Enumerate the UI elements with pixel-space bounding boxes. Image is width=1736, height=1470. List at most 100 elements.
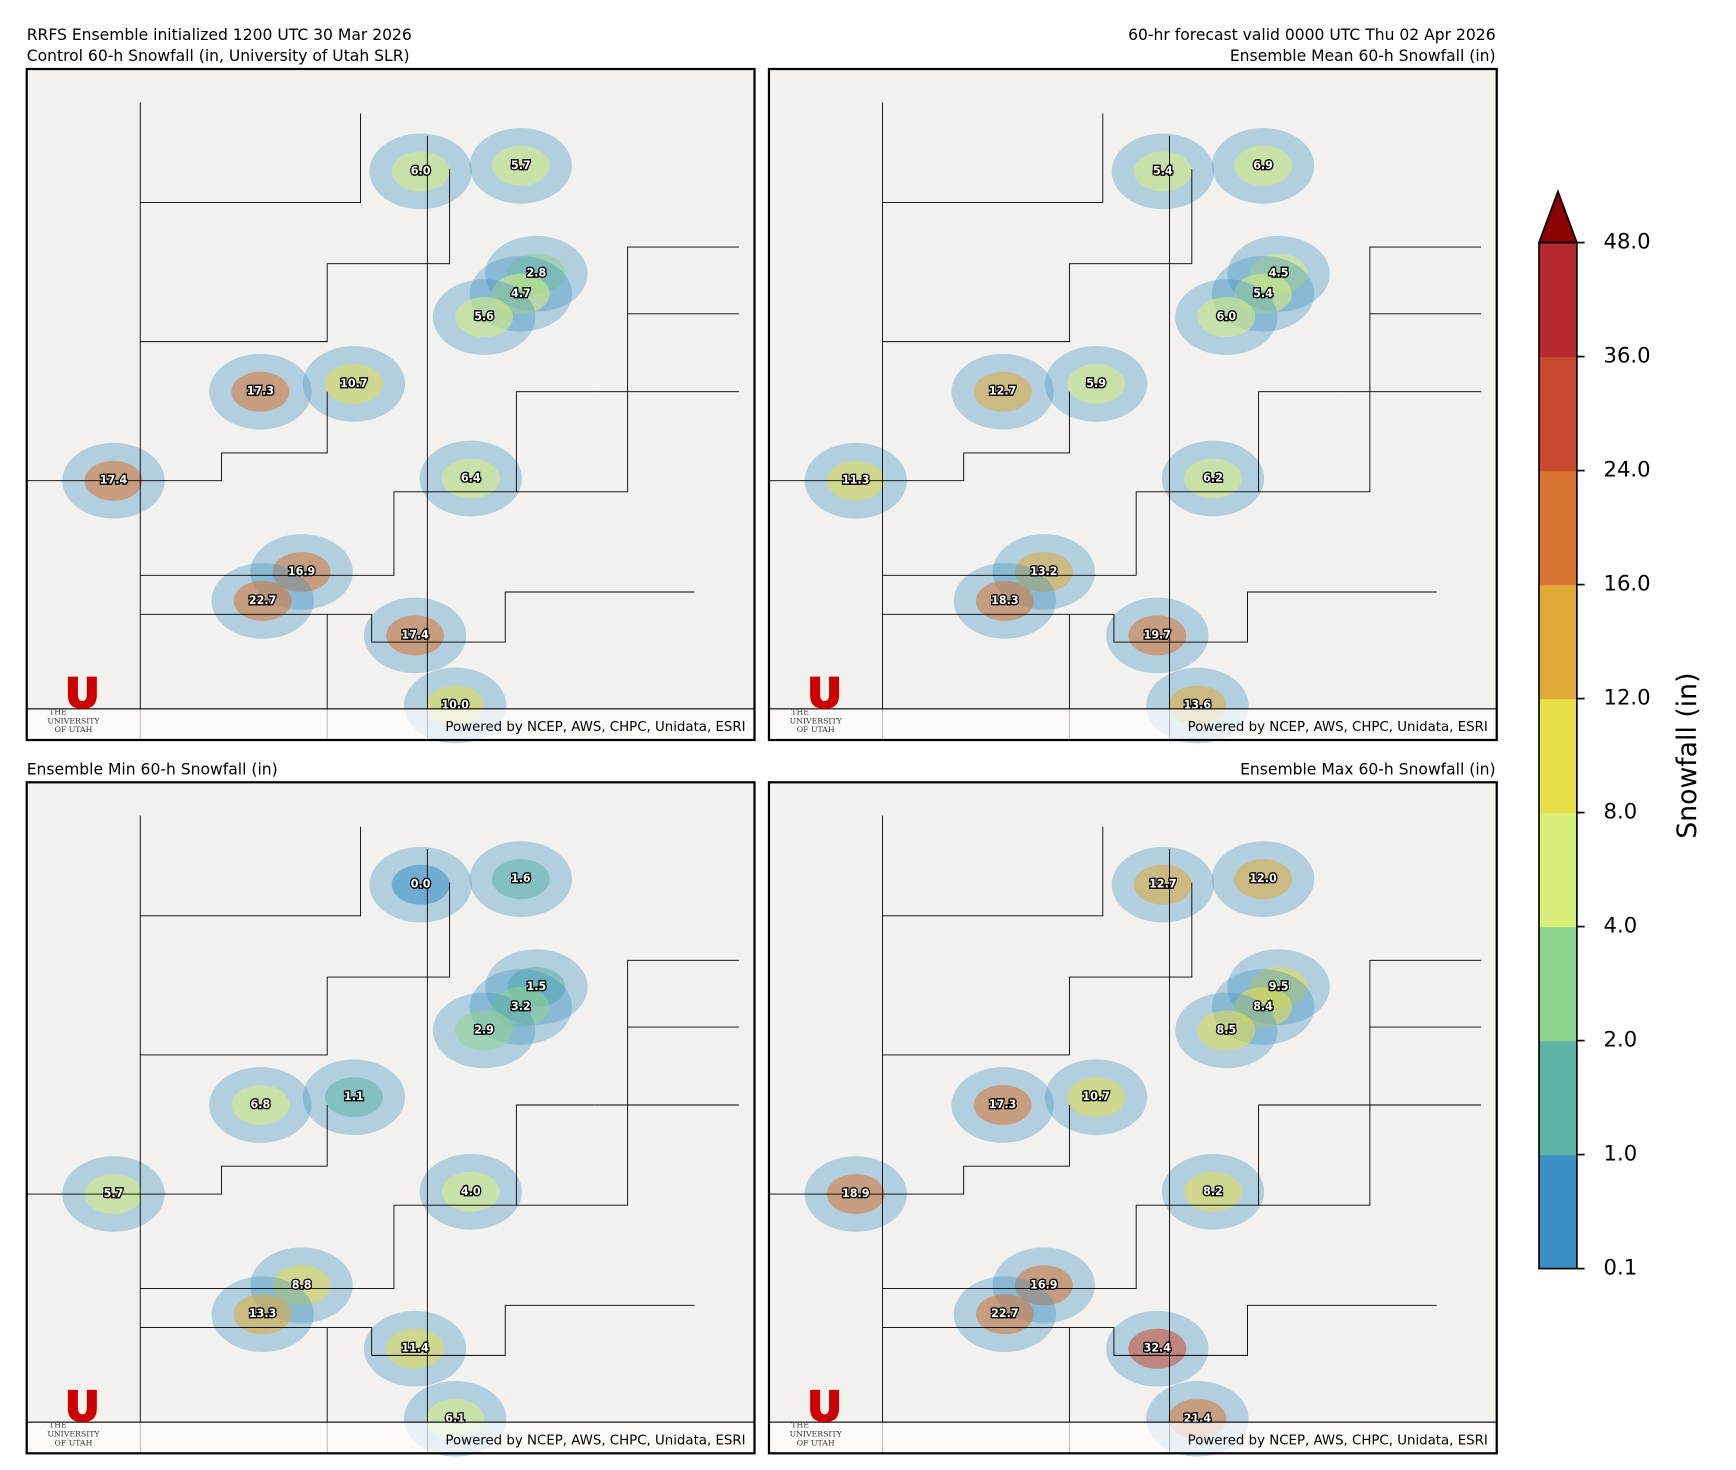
colorbar: 0.1 1.0 2.0 4.0 8.0 12.0 16.0 24.0 36.0 48.0 Snowf… bbox=[1537, 188, 1703, 1280]
snow-core bbox=[455, 1010, 514, 1051]
station-label: 2.9 bbox=[474, 1023, 494, 1036]
snow-core bbox=[391, 151, 450, 192]
station-label: 16.9 bbox=[1030, 1278, 1058, 1291]
snow-core bbox=[324, 363, 383, 404]
init-title: RRFS Ensemble initialized 1200 UTC 30 Ma… bbox=[27, 26, 412, 44]
colorbar-segment bbox=[1539, 470, 1577, 586]
map-panel: 12.7 12.0 9.5 8.4 8.5 17.3 10.7 8.2 18.9 16.9 22.7… bbox=[767, 781, 1498, 1457]
station-label: 5.7 bbox=[104, 1187, 124, 1200]
logo-u bbox=[810, 1389, 840, 1423]
station-label: 1.6 bbox=[511, 872, 531, 885]
colorbar-tick-label: 2.0 bbox=[1604, 1027, 1638, 1052]
logo-text: UNIVERSITY bbox=[47, 1430, 100, 1439]
state-border bbox=[882, 391, 1337, 576]
station-label: 6.2 bbox=[1203, 472, 1223, 485]
colorbar-tick-label: 0.1 bbox=[1604, 1255, 1638, 1280]
station-label: 10.7 bbox=[340, 377, 367, 390]
station-label: 22.7 bbox=[991, 1307, 1018, 1320]
colorbar-segment bbox=[1539, 242, 1577, 358]
station-label: 19.7 bbox=[1144, 628, 1171, 641]
map-panel: 6.0 5.7 2.8 4.7 5.6 17.3 10.7 6.4 17.4 16.9 22.7 17… bbox=[25, 67, 756, 744]
state-border bbox=[768, 1105, 1070, 1195]
station-label: 22.7 bbox=[249, 594, 276, 607]
station-label: 8.4 bbox=[1253, 1000, 1273, 1013]
snow-core bbox=[491, 145, 550, 186]
colorbar-tick-label: 12.0 bbox=[1604, 685, 1651, 710]
station-label: 17.4 bbox=[401, 628, 429, 641]
snow-core bbox=[1133, 864, 1192, 905]
station-label: 18.9 bbox=[842, 1187, 870, 1200]
station-label: 11.4 bbox=[401, 1342, 429, 1355]
logo-text: OF UTAH bbox=[797, 1439, 835, 1448]
station-label: 5.9 bbox=[1086, 377, 1106, 390]
logo-text: OF UTAH bbox=[55, 1439, 93, 1448]
snow-core bbox=[455, 297, 514, 338]
station-label: 8.8 bbox=[292, 1278, 312, 1291]
snow-core bbox=[1133, 151, 1192, 192]
state-border bbox=[140, 113, 362, 203]
panel-title: Ensemble Min 60-h Snowfall (in) bbox=[27, 761, 278, 779]
colorbar-tick-label: 16.0 bbox=[1604, 571, 1651, 596]
valid-title: 60-hr forecast valid 0000 UTC Thu 02 Apr… bbox=[1128, 26, 1495, 44]
snow-core bbox=[233, 1294, 292, 1335]
station-label: 16.9 bbox=[288, 565, 316, 578]
logo-u bbox=[67, 1389, 97, 1423]
panel-title: Control 60-h Snowfall (in, University of… bbox=[27, 47, 410, 65]
snow-core bbox=[386, 615, 445, 656]
snow-core bbox=[441, 1171, 500, 1212]
snow-core bbox=[1197, 1010, 1256, 1051]
station-label: 5.7 bbox=[511, 159, 531, 172]
logo-u bbox=[810, 676, 840, 709]
state-border bbox=[140, 1104, 595, 1290]
logo-text: THE bbox=[791, 707, 809, 716]
station-label: 12.7 bbox=[989, 385, 1016, 398]
station-label: 12.7 bbox=[1149, 878, 1176, 891]
colorbar-segment bbox=[1539, 1154, 1577, 1270]
station-label: 32.4 bbox=[1144, 1342, 1172, 1355]
logo-text: THE bbox=[49, 1421, 67, 1430]
snow-core bbox=[1128, 1328, 1187, 1369]
snow-core bbox=[1234, 145, 1292, 186]
state-border bbox=[140, 169, 451, 343]
panels: Control 60-h Snowfall (in, University of… bbox=[25, 47, 1498, 1457]
snow-core bbox=[1234, 987, 1292, 1028]
state-border bbox=[140, 826, 362, 917]
snow-core bbox=[491, 273, 550, 314]
colorbar-tick-label: 4.0 bbox=[1604, 913, 1638, 938]
attribution: Powered by NCEP, AWS, CHPC, Unidata, ESR… bbox=[445, 1433, 745, 1448]
station-label: 18.3 bbox=[991, 594, 1018, 607]
colorbar-tick-label: 1.0 bbox=[1604, 1141, 1638, 1166]
logo-text: OF UTAH bbox=[55, 725, 93, 734]
logo-text: OF UTAH bbox=[797, 725, 835, 734]
snow-core bbox=[391, 864, 450, 905]
snow-core bbox=[386, 1328, 445, 1369]
state-border bbox=[882, 169, 1193, 343]
logo-text: UNIVERSITY bbox=[47, 716, 100, 725]
station-label: 4.7 bbox=[511, 287, 531, 300]
state-border bbox=[140, 1304, 695, 1356]
state-border bbox=[516, 959, 739, 1206]
station-label: 17.3 bbox=[989, 1098, 1016, 1111]
station-label: 5.4 bbox=[1153, 164, 1173, 177]
snow-core bbox=[272, 1265, 331, 1306]
snow-core bbox=[1234, 273, 1292, 314]
station-label: 3.2 bbox=[511, 1000, 531, 1013]
colorbar-label: Snowfall (in) bbox=[1672, 672, 1703, 838]
station-label: 4.0 bbox=[461, 1185, 481, 1198]
panel-title: Ensemble Max 60-h Snowfall (in) bbox=[1240, 761, 1496, 779]
attribution: Powered by NCEP, AWS, CHPC, Unidata, ESR… bbox=[445, 720, 745, 735]
colorbar-tick-label: 36.0 bbox=[1604, 343, 1651, 368]
colorbar-tick-label: 48.0 bbox=[1604, 229, 1651, 254]
snow-core bbox=[324, 1077, 383, 1118]
station-label: 17.3 bbox=[247, 385, 274, 398]
station-label: 0.0 bbox=[411, 878, 431, 891]
snow-core bbox=[441, 458, 500, 499]
station-label: 2.8 bbox=[527, 267, 547, 280]
logo-u bbox=[67, 676, 97, 709]
logo-text: UNIVERSITY bbox=[790, 716, 843, 725]
state-border bbox=[26, 1105, 328, 1195]
station-label: 10.7 bbox=[1082, 1090, 1109, 1103]
snow-core bbox=[491, 859, 550, 900]
snow-core bbox=[1234, 859, 1292, 900]
